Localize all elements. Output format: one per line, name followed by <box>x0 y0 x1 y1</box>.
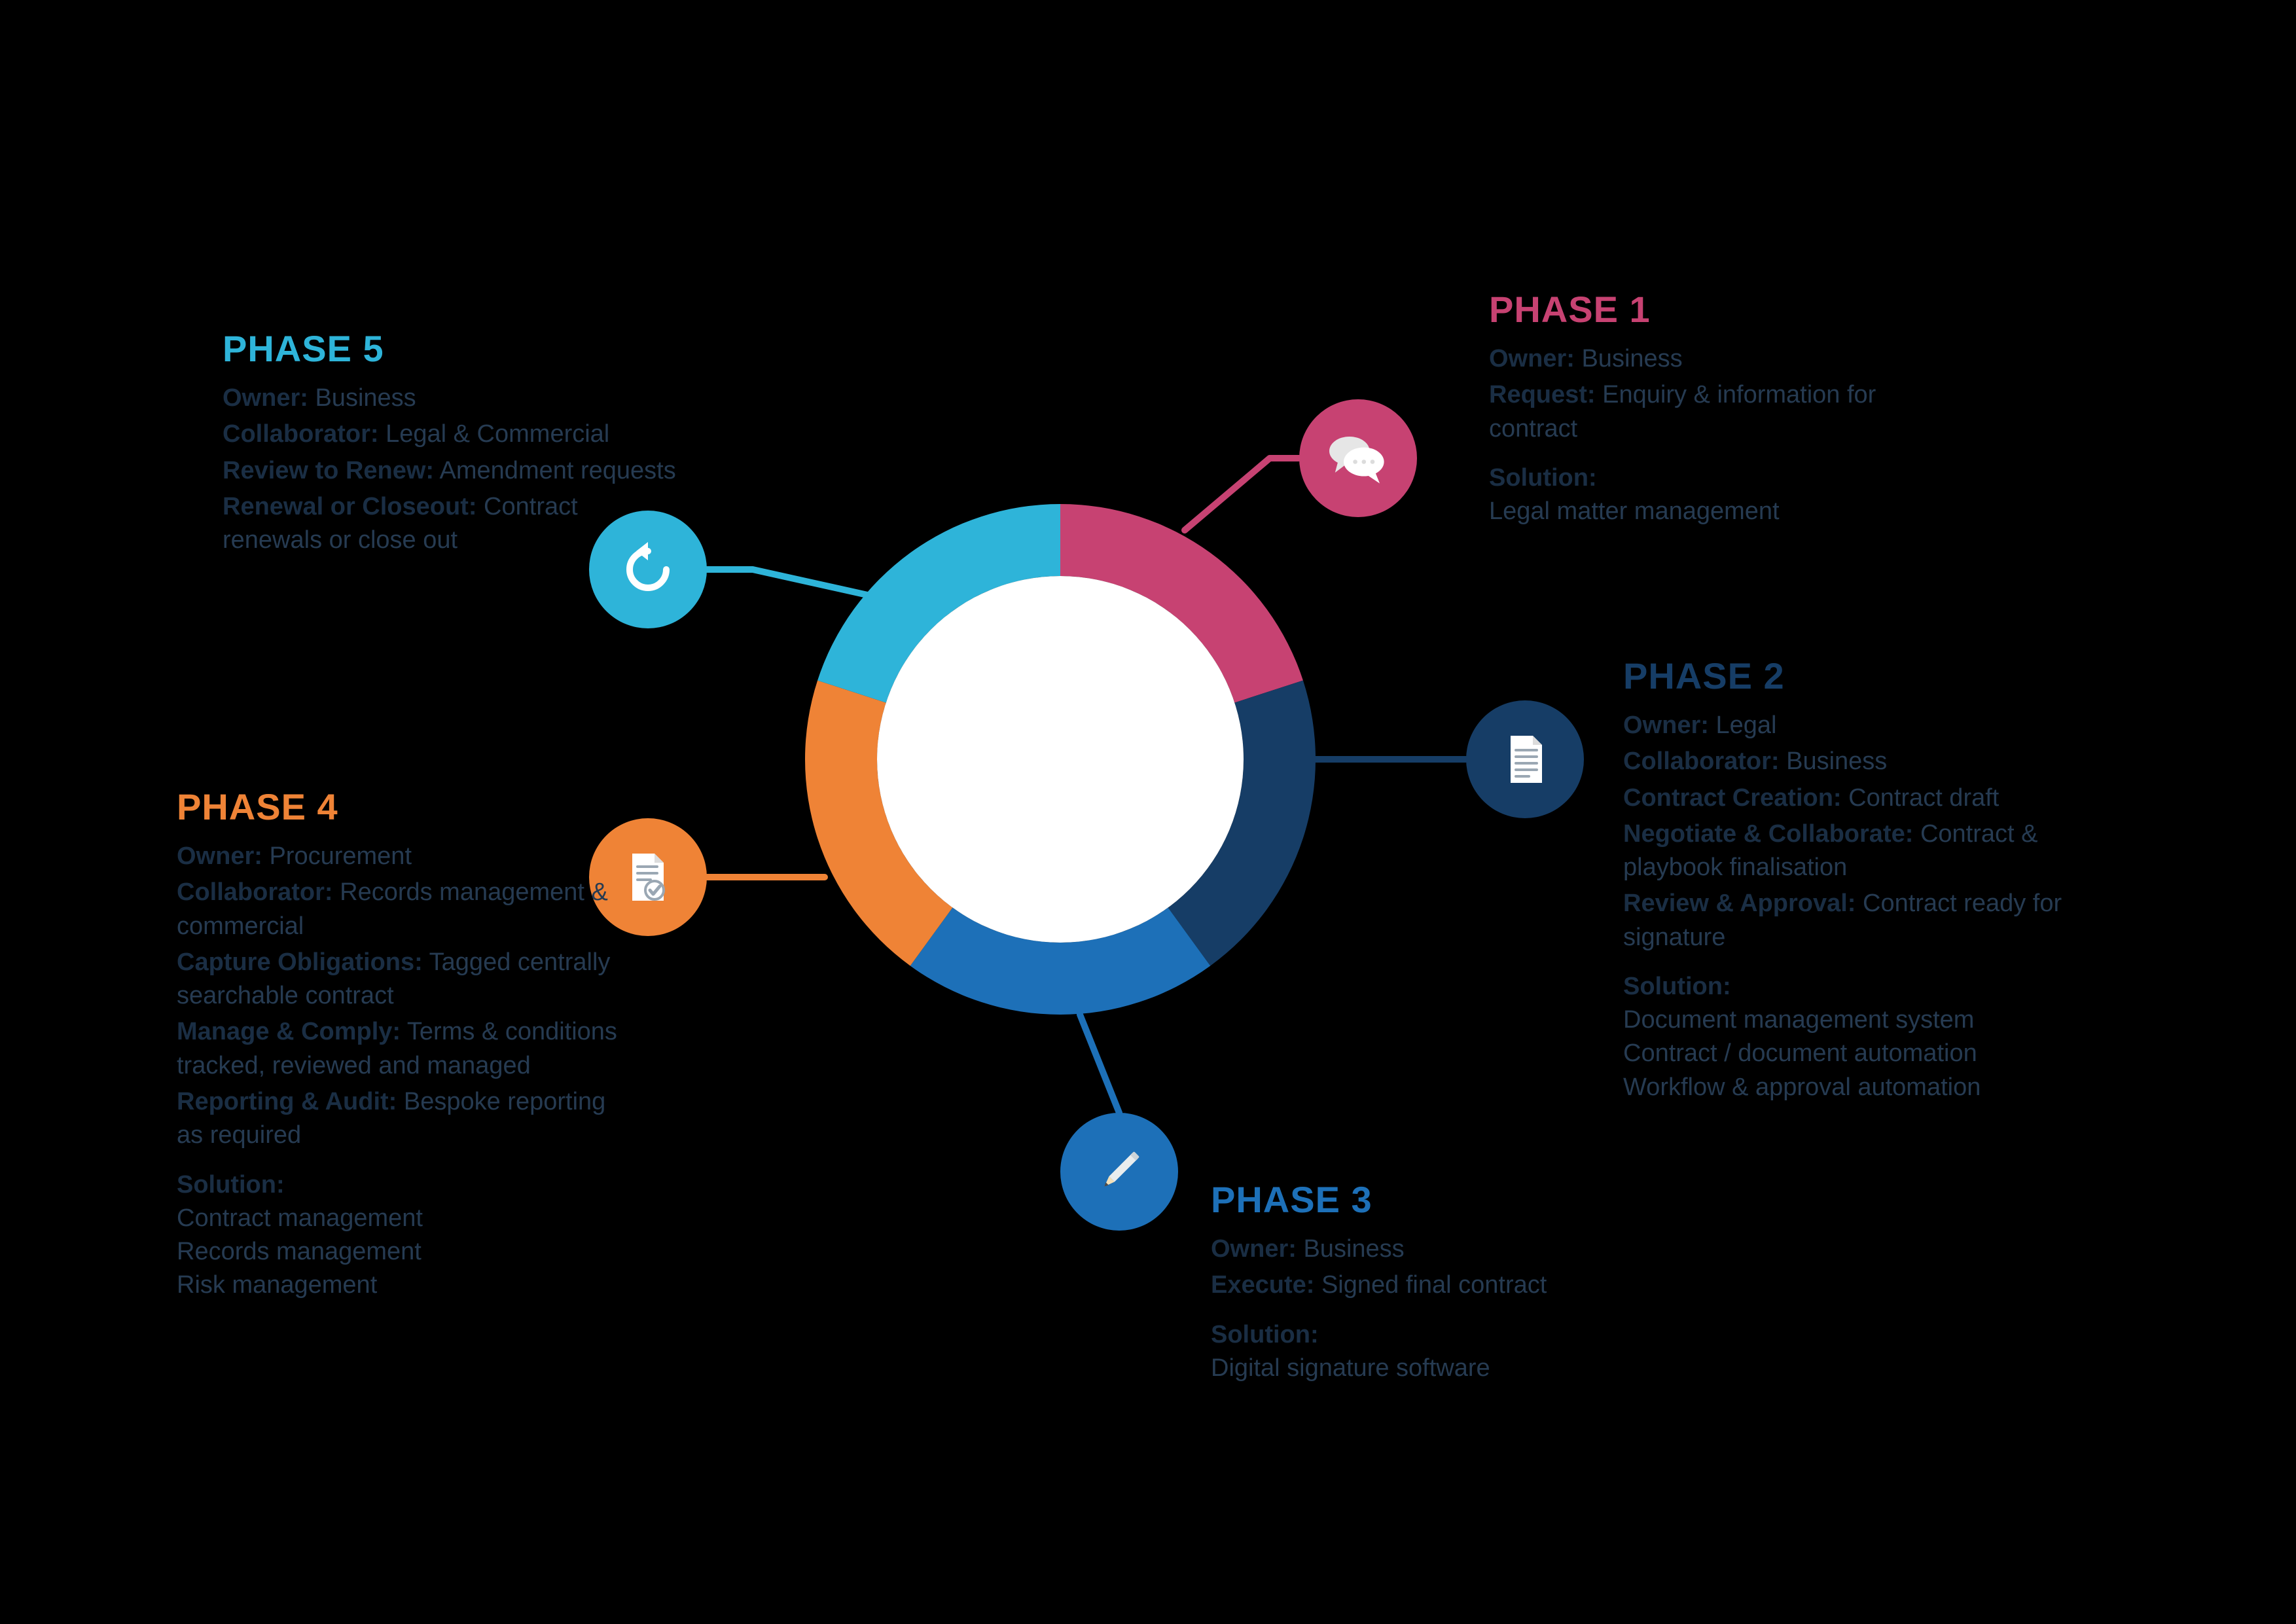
p3-line-key: Execute: <box>1211 1271 1314 1299</box>
p4-solution-item: Contract management <box>177 1202 622 1235</box>
p5-line: Collaborator: Legal & Commercial <box>223 418 681 451</box>
p1-line-key: Owner: <box>1489 345 1575 372</box>
p4-line: Collaborator: Records management & comme… <box>177 876 622 943</box>
p4-solution-item: Records management <box>177 1235 622 1269</box>
p5-line-key: Review to Renew: <box>223 457 434 484</box>
phase-2-body: Owner: LegalCollaborator: BusinessContra… <box>1623 709 2134 1104</box>
p2-line-value: Contract draft <box>1842 784 2000 812</box>
p5-line-key: Collaborator: <box>223 420 379 448</box>
p2-line-key: Negotiate & Collaborate: <box>1623 820 1913 848</box>
p4-line: Owner: Procurement <box>177 840 622 873</box>
p2-line-key: Owner: <box>1623 712 1709 739</box>
p4-line: Capture Obligations: Tagged centrally se… <box>177 946 622 1013</box>
p2-line-value: Business <box>1780 748 1888 775</box>
p2-solution-label: Solution: <box>1623 973 2134 1001</box>
document-icon <box>1492 727 1558 792</box>
p1-solution-item: Legal matter management <box>1489 495 1908 528</box>
p2-line: Owner: Legal <box>1623 709 2134 742</box>
p3-line-value: Signed final contract <box>1314 1271 1547 1299</box>
p2-line: Contract Creation: Contract draft <box>1623 782 2134 815</box>
p4-line: Manage & Comply: Terms & conditions trac… <box>177 1015 622 1083</box>
connector-phase-3 <box>1080 1015 1119 1113</box>
connector-phase-1 <box>1185 458 1299 530</box>
phase-5-body: Owner: BusinessCollaborator: Legal & Com… <box>223 382 681 557</box>
phase-2-title: PHASE 2 <box>1623 655 2134 697</box>
p5-line: Owner: Business <box>223 382 681 415</box>
p4-solution-label: Solution: <box>177 1171 622 1199</box>
p2-solution-item: Document management system <box>1623 1003 2134 1037</box>
p5-line-key: Owner: <box>223 384 308 412</box>
p3-solution-label: Solution: <box>1211 1321 1617 1349</box>
phase-2-icon-bubble <box>1466 700 1584 818</box>
phase-4-body: Owner: ProcurementCollaborator: Records … <box>177 840 622 1303</box>
p5-line-value: Legal & Commercial <box>379 420 610 448</box>
phase-3-title: PHASE 3 <box>1211 1178 1617 1221</box>
p1-line: Request: Enquiry & information for contr… <box>1489 378 1908 446</box>
phase-5-title: PHASE 5 <box>223 327 681 370</box>
doc-check-icon <box>615 844 681 910</box>
p3-line: Execute: Signed final contract <box>1211 1269 1617 1302</box>
p4-solution-item: Risk management <box>177 1269 622 1302</box>
p4-line: Reporting & Audit: Bespoke reporting as … <box>177 1085 622 1153</box>
pencil-icon <box>1086 1139 1152 1204</box>
phase-4-title: PHASE 4 <box>177 785 622 828</box>
p2-solution-item: Workflow & approval automation <box>1623 1071 2134 1104</box>
phase-1-body: Owner: BusinessRequest: Enquiry & inform… <box>1489 342 1908 528</box>
p3-line-key: Owner: <box>1211 1235 1297 1263</box>
phase-1-block: PHASE 1 Owner: BusinessRequest: Enquiry … <box>1489 288 1908 528</box>
p5-line-key: Renewal or Closeout: <box>223 493 477 520</box>
p3-solution-item: Digital signature software <box>1211 1352 1617 1385</box>
p4-line-key: Collaborator: <box>177 878 333 906</box>
p4-line-key: Manage & Comply: <box>177 1018 401 1045</box>
p2-line-key: Review & Approval: <box>1623 890 1856 917</box>
p2-line: Negotiate & Collaborate: Contract & play… <box>1623 818 2134 885</box>
p5-line-value: Business <box>308 384 416 412</box>
p1-line-key: Request: <box>1489 381 1596 408</box>
phase-1-icon-bubble <box>1299 399 1417 517</box>
p1-line: Owner: Business <box>1489 342 1908 376</box>
p4-line-key: Reporting & Audit: <box>177 1088 397 1115</box>
p2-line: Review & Approval: Contract ready for si… <box>1623 887 2134 954</box>
p2-solution-item: Contract / document automation <box>1623 1037 2134 1070</box>
p4-line-key: Capture Obligations: <box>177 948 423 976</box>
p2-line-value: Legal <box>1709 712 1777 739</box>
phase-3-body: Owner: BusinessExecute: Signed final con… <box>1211 1233 1617 1385</box>
phase-4-block: PHASE 4 Owner: ProcurementCollaborator: … <box>177 785 622 1303</box>
p2-line-key: Contract Creation: <box>1623 784 1842 812</box>
phase-3-block: PHASE 3 Owner: BusinessExecute: Signed f… <box>1211 1178 1617 1385</box>
connector-phase-5 <box>707 569 870 596</box>
p5-line: Renewal or Closeout: Contract renewals o… <box>223 490 681 558</box>
p5-line: Review to Renew: Amendment requests <box>223 454 681 488</box>
phase-2-block: PHASE 2 Owner: LegalCollaborator: Busine… <box>1623 655 2134 1104</box>
ring-center <box>877 576 1244 943</box>
p2-line: Collaborator: Business <box>1623 745 2134 778</box>
p5-line-value: Amendment requests <box>434 457 676 484</box>
phase-1-title: PHASE 1 <box>1489 288 1908 331</box>
chat-icon <box>1322 422 1394 494</box>
p3-line: Owner: Business <box>1211 1233 1617 1266</box>
p3-line-value: Business <box>1297 1235 1405 1263</box>
p4-line-value: Procurement <box>262 842 412 870</box>
phase-5-block: PHASE 5 Owner: BusinessCollaborator: Leg… <box>223 327 681 560</box>
p1-line-value: Business <box>1575 345 1683 372</box>
p1-solution-label: Solution: <box>1489 464 1908 492</box>
diagram-canvas: PHASE 1 Owner: BusinessRequest: Enquiry … <box>0 0 2296 1624</box>
p2-line-key: Collaborator: <box>1623 748 1780 775</box>
phase-3-icon-bubble <box>1060 1113 1178 1231</box>
p4-line-key: Owner: <box>177 842 262 870</box>
